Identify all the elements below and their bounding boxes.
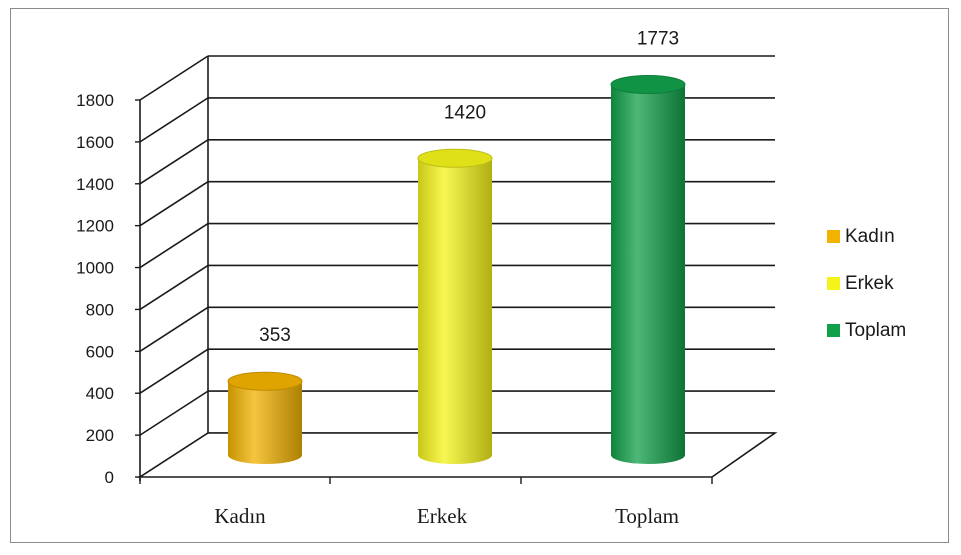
gridline-side (139, 180, 209, 227)
bar-body (228, 381, 302, 464)
gridline-side (139, 348, 209, 394)
y-tick-label: 1800 (76, 91, 114, 110)
bar-top (610, 75, 686, 95)
y-tick-label: 0 (105, 468, 114, 487)
bar-top (227, 371, 303, 391)
y-tick-label: 400 (86, 384, 114, 403)
gridline-side (139, 264, 209, 311)
x-category-label: Erkek (417, 504, 468, 528)
y-tick-label: 1600 (76, 133, 114, 152)
legend-swatch (827, 277, 840, 290)
gridline-side (139, 97, 209, 143)
bar-body (418, 158, 492, 464)
gridline-side (139, 222, 209, 269)
x-category-label: Kadın (214, 504, 266, 528)
x-axis-category-labels: Kadın Erkek Toplam (214, 504, 679, 528)
bars (227, 75, 686, 465)
gridline-side (139, 390, 209, 436)
data-label: 1420 (444, 102, 486, 123)
y-tick-label: 1000 (76, 259, 114, 278)
y-tick-label: 1200 (76, 217, 114, 236)
y-tick-label: 800 (86, 300, 114, 319)
legend-label: Kadın (845, 226, 895, 247)
legend: Kadın Erkek Toplam (827, 226, 906, 341)
data-labels: 353 1420 1773 (259, 29, 679, 347)
data-label: 1773 (637, 29, 679, 50)
y-tick-label: 600 (86, 342, 114, 361)
bar-toplam (610, 75, 686, 465)
y-axis-tick-labels: 0 200 400 600 800 1000 1200 1400 1600 1800 (76, 91, 114, 487)
bar-kadın (227, 371, 303, 464)
bar-body (611, 84, 685, 465)
bar-erkek (417, 148, 493, 464)
gridline-side (139, 306, 209, 353)
x-category-label: Toplam (615, 504, 679, 528)
y-tick-label: 1400 (76, 175, 114, 194)
legend-swatch (827, 230, 840, 243)
bar-top (417, 148, 493, 168)
legend-swatch (827, 324, 840, 337)
legend-label: Erkek (845, 273, 894, 294)
legend-label: Toplam (845, 320, 906, 341)
data-label: 353 (259, 325, 291, 346)
gridline-side (139, 55, 209, 101)
y-tick-label: 200 (86, 426, 114, 445)
gridline-side (139, 139, 209, 185)
